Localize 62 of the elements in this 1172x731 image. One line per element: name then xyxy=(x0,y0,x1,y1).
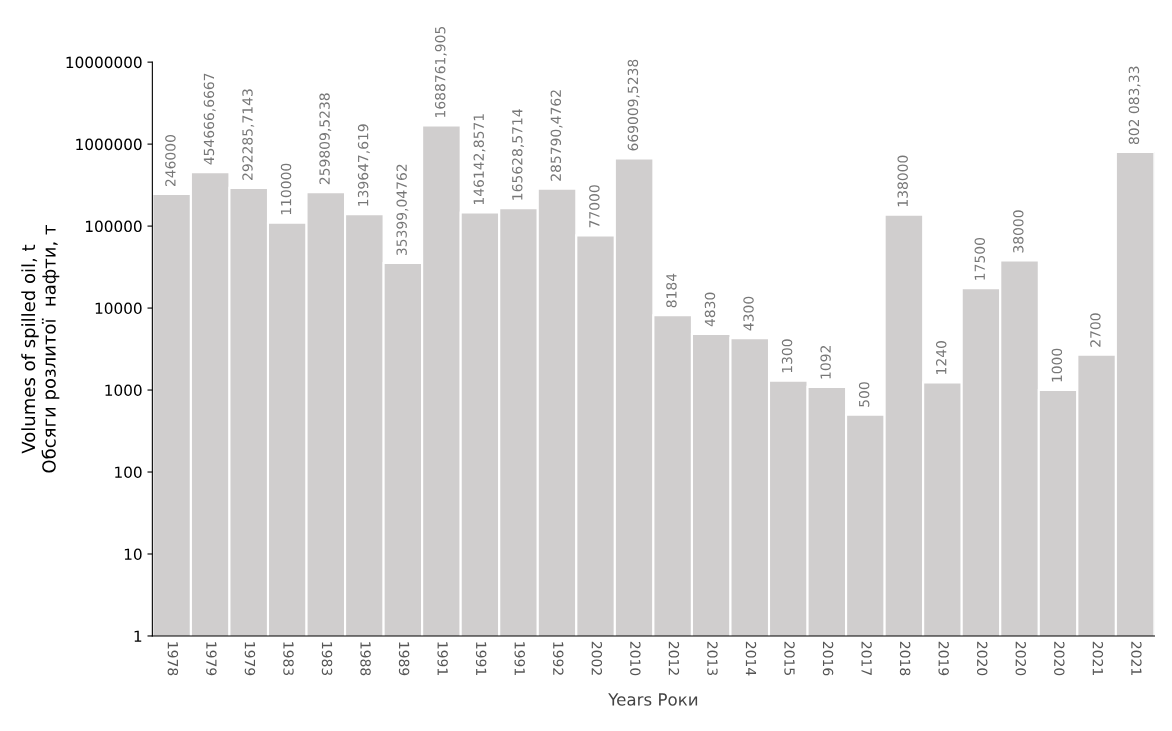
x-axis-title: Years Роки xyxy=(608,693,698,706)
y-axis-title: Volumes of spilled oil, t Обсяги розлитої нафти, т xyxy=(21,225,60,473)
x-tick-label: 1983 xyxy=(321,642,333,676)
x-tick-label: 1983 xyxy=(283,642,294,676)
data-label: 259809,5238 xyxy=(319,93,332,185)
data-label: 454666,6667 xyxy=(203,73,216,165)
x-tick-label: 1979 xyxy=(244,642,256,676)
x-tick-label: 2020 xyxy=(1054,641,1065,676)
x-tick-label: 2010 xyxy=(630,641,641,676)
data-label: 285790,4762 xyxy=(550,90,563,181)
y-tick-label: 10000 xyxy=(95,302,142,315)
x-tick-label: 2021 xyxy=(1092,641,1104,675)
y-tick-label: 1000 xyxy=(105,384,142,397)
x-tick-label: 1978 xyxy=(167,642,179,676)
x-tick-label: 2013 xyxy=(707,641,718,676)
y-tick-label: 10000000 xyxy=(66,56,142,69)
y-tick-label: 1 xyxy=(134,630,142,642)
x-tick-label: 1991 xyxy=(514,642,525,675)
x-tick-label: 1989 xyxy=(398,642,410,676)
data-label: 2700 xyxy=(1090,313,1101,347)
data-label: 4830 xyxy=(704,292,716,327)
data-label: 38000 xyxy=(1013,210,1024,253)
data-label: 138000 xyxy=(897,155,908,207)
data-label: 77000 xyxy=(589,185,600,228)
x-tick-label: 2020 xyxy=(1015,641,1026,676)
x-tick-label: 1988 xyxy=(360,642,371,676)
data-label: 1092 xyxy=(820,346,831,379)
data-label: 110000 xyxy=(280,163,292,215)
x-tick-label: 2018 xyxy=(899,641,911,676)
data-label: 139647,619 xyxy=(357,124,370,206)
x-tick-label: 2021 xyxy=(1131,641,1142,675)
x-tick-label: 2015 xyxy=(784,641,795,675)
x-tick-label: 1991 xyxy=(437,642,448,675)
y-tick-label: 10 xyxy=(124,548,142,561)
data-label: 1688761,905 xyxy=(434,26,447,117)
data-label: 1300 xyxy=(781,339,793,373)
y-tick-label: 100000 xyxy=(85,220,142,233)
data-label: 8184 xyxy=(666,273,677,308)
data-label: 500 xyxy=(858,382,870,407)
data-label: 1240 xyxy=(935,341,947,374)
x-tick-label: 2016 xyxy=(822,641,834,676)
data-label: 35399,04762 xyxy=(396,164,409,256)
x-tick-label: 1991 xyxy=(475,642,487,675)
x-tick-label: 2017 xyxy=(861,641,872,675)
data-label: 246000 xyxy=(165,135,176,187)
x-tick-label: 1979 xyxy=(206,642,217,676)
x-tick-label: 2019 xyxy=(938,641,949,676)
x-tick-label: 2014 xyxy=(745,641,757,676)
data-label: 4300 xyxy=(743,296,754,331)
data-label: 146142,8571 xyxy=(473,114,486,205)
x-tick-label: 1992 xyxy=(553,642,564,675)
data-label: 802 083,33 xyxy=(1128,66,1141,145)
x-tick-label: 2020 xyxy=(976,641,988,676)
data-label: 1000 xyxy=(1051,348,1063,382)
y-tick-label: 100 xyxy=(115,466,142,479)
data-label: 669009,5238 xyxy=(627,59,640,151)
data-label: 292285,7143 xyxy=(242,89,255,180)
data-label: 17500 xyxy=(974,237,986,280)
data-label: 165628,5714 xyxy=(512,109,524,200)
x-tick-label: 2002 xyxy=(591,641,603,675)
x-tick-label: 2012 xyxy=(668,641,680,675)
y-tick-label: 1000000 xyxy=(76,138,142,151)
